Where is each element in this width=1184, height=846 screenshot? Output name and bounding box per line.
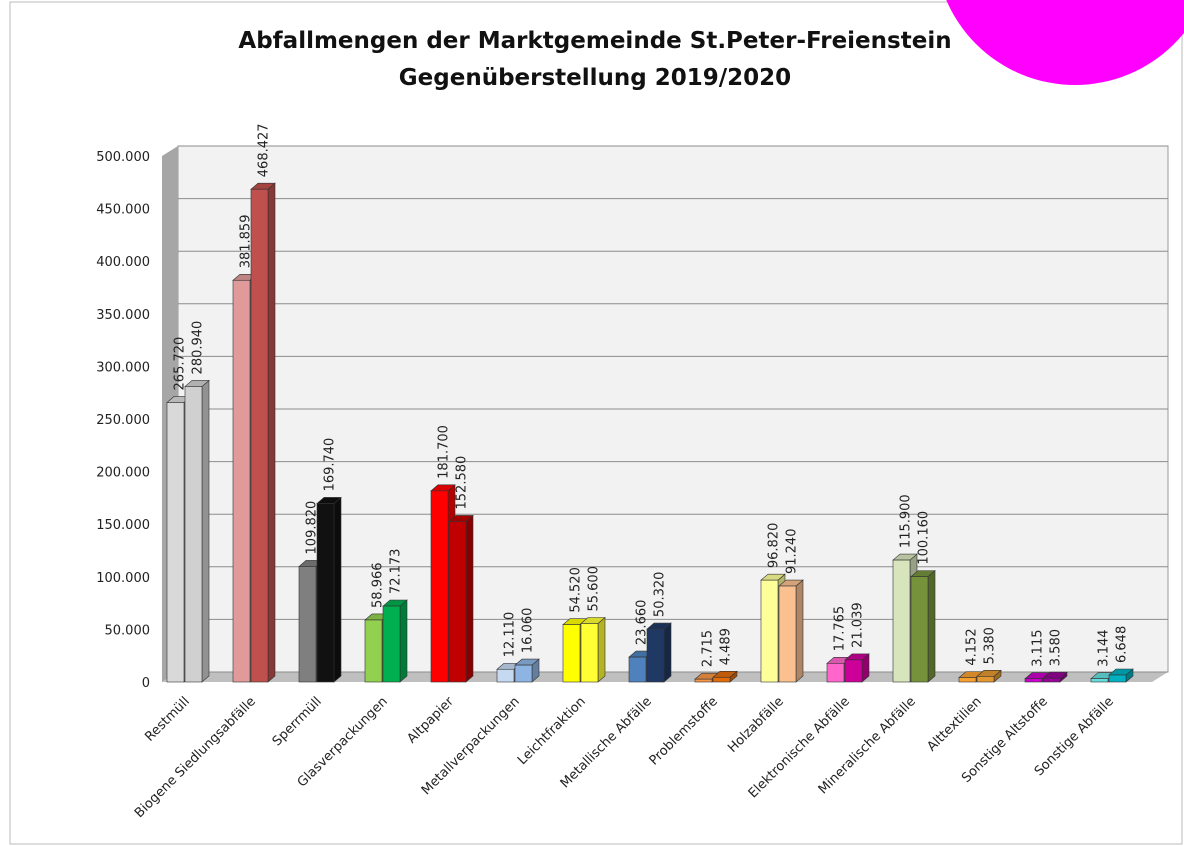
bar-side: [795, 579, 804, 683]
value-label: 181.700: [437, 425, 452, 479]
bar-front: [496, 668, 515, 683]
y-tick-label: 500.000: [96, 150, 150, 165]
value-label: 21.039: [851, 602, 866, 648]
bar-side: [597, 616, 606, 683]
y-tick-label: 450.000: [96, 203, 150, 218]
bar: [514, 658, 540, 683]
bar-side: [927, 569, 936, 683]
y-tick-label: 400.000: [96, 255, 150, 270]
bar: [316, 496, 342, 683]
value-label: 12.110: [503, 612, 518, 658]
bar-front: [232, 279, 251, 683]
bar-front: [1108, 674, 1127, 683]
bar: [580, 616, 606, 683]
value-label: 55.600: [587, 566, 602, 612]
y-tick-label: 250.000: [96, 413, 150, 428]
bar-front: [1024, 678, 1043, 683]
bar: [184, 379, 210, 683]
bar: [778, 579, 804, 683]
value-label: 100.160: [917, 511, 932, 565]
value-label: 17.765: [833, 606, 848, 652]
bar: [1108, 668, 1134, 683]
value-label: 72.173: [389, 549, 404, 595]
value-label: 468.427: [257, 123, 272, 177]
bar-front: [580, 623, 599, 683]
value-label: 4.489: [719, 628, 734, 665]
bar-side: [201, 379, 210, 683]
value-label: 91.240: [785, 529, 800, 575]
bar-front: [1090, 678, 1109, 683]
bar: [976, 669, 1002, 683]
bar-front: [712, 676, 731, 683]
value-label: 6.648: [1115, 626, 1130, 663]
value-label: 3.580: [1049, 629, 1064, 666]
value-label: 23.660: [635, 600, 650, 646]
value-label: 115.900: [899, 494, 914, 548]
bar-front: [844, 659, 863, 683]
y-tick-label: 150.000: [96, 518, 150, 533]
y-tick-label: 100.000: [96, 571, 150, 586]
bar-front: [910, 576, 929, 683]
bar-front: [694, 678, 713, 683]
value-label: 109.820: [305, 501, 320, 555]
bar-front: [958, 677, 977, 683]
bar: [1042, 671, 1068, 683]
value-label: 3.115: [1031, 630, 1046, 667]
bar: [448, 514, 474, 683]
chart-subtitle: Gegenüberstellung 2019/2020: [399, 65, 791, 91]
bar-side: [663, 622, 672, 683]
y-tick-label: 0: [142, 676, 150, 691]
bar: [910, 569, 936, 683]
bar: [844, 653, 870, 683]
bar: [646, 622, 672, 683]
bar-front: [514, 664, 533, 683]
bar-front: [562, 624, 581, 683]
value-label: 4.152: [965, 628, 980, 665]
bar: [382, 599, 408, 683]
bar-front: [826, 663, 845, 683]
bar-side: [399, 599, 408, 683]
value-label: 5.380: [983, 627, 998, 664]
bar-side: [333, 496, 342, 683]
bar-front: [646, 628, 665, 683]
bar-front: [250, 188, 269, 683]
value-label: 3.144: [1097, 629, 1112, 666]
y-tick-label: 350.000: [96, 308, 150, 323]
bar-front: [892, 559, 911, 683]
bar-front: [448, 521, 467, 683]
value-label: 58.966: [371, 562, 386, 608]
bar-front: [760, 579, 779, 683]
value-label: 96.820: [767, 523, 782, 569]
value-label: 50.320: [653, 572, 668, 618]
bar-front: [166, 402, 185, 683]
y-tick-label: 300.000: [96, 360, 150, 375]
bar-front: [316, 503, 335, 683]
value-label: 2.715: [701, 630, 716, 667]
value-label: 280.940: [191, 321, 206, 375]
bar-front: [430, 490, 449, 683]
bar-front: [382, 605, 401, 683]
bar-front: [1042, 677, 1061, 683]
bar-front: [184, 386, 203, 683]
value-label: 16.060: [521, 608, 536, 654]
value-label: 265.720: [173, 337, 188, 391]
bar-front: [976, 676, 995, 683]
bar-front: [298, 566, 317, 683]
chart-title: Abfallmengen der Marktgemeinde St.Peter-…: [238, 28, 951, 54]
value-label: 381.859: [239, 215, 254, 269]
bar-front: [628, 656, 647, 683]
value-label: 169.740: [323, 438, 338, 492]
bar: [250, 182, 276, 683]
bar-side: [465, 514, 474, 683]
overlay-blob: [946, 0, 1184, 85]
bar: [712, 670, 738, 683]
value-label: 54.520: [569, 567, 584, 613]
bar-front: [364, 619, 383, 683]
y-tick-label: 200.000: [96, 466, 150, 481]
bar-front: [778, 585, 797, 683]
bar-side: [267, 182, 276, 683]
value-label: 152.580: [455, 456, 470, 510]
y-tick-label: 50.000: [105, 623, 151, 638]
